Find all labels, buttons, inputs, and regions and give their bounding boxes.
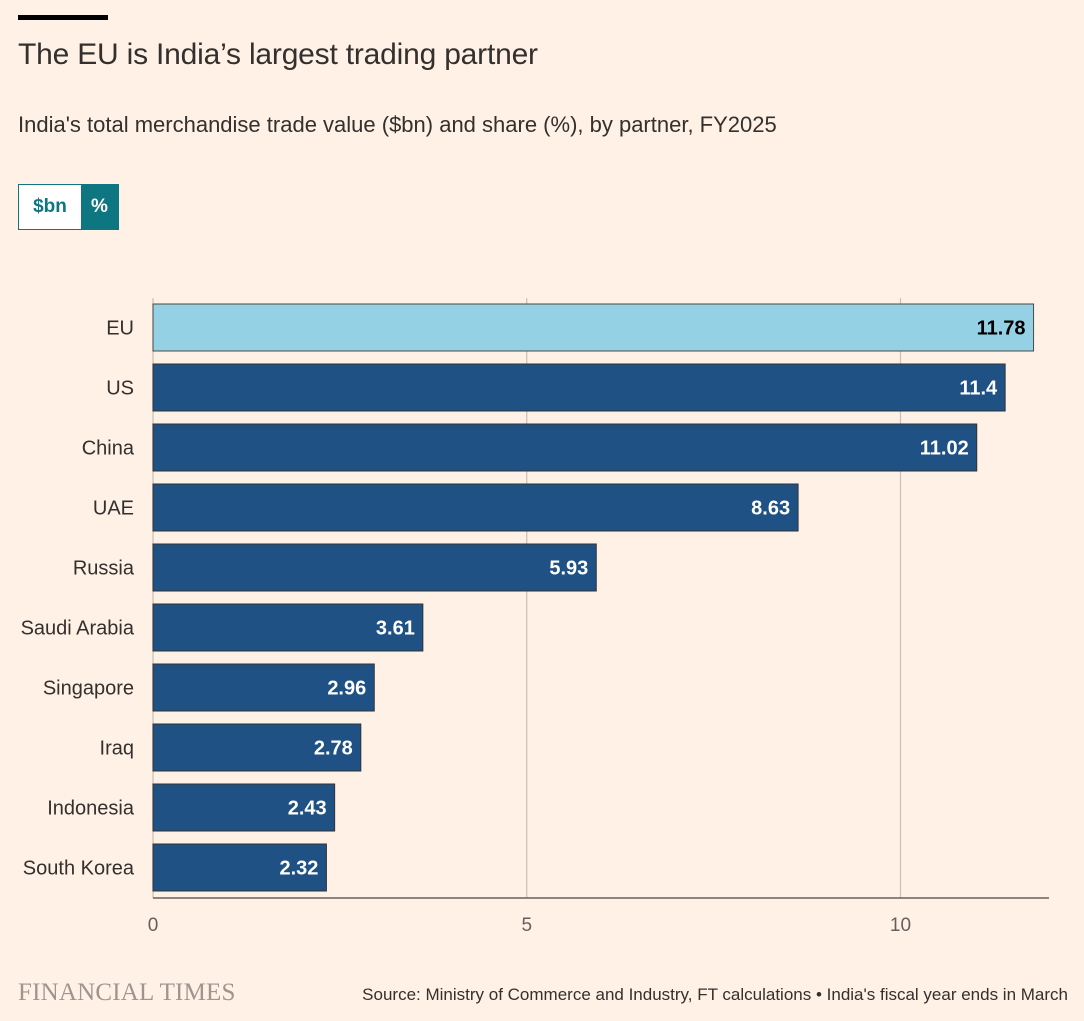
bar-russia bbox=[152, 543, 597, 592]
category-label: Saudi Arabia bbox=[21, 618, 135, 640]
bar-eu bbox=[152, 303, 1035, 352]
category-label: Singapore bbox=[43, 678, 134, 700]
value-label: 8.63 bbox=[751, 498, 790, 520]
category-label: Indonesia bbox=[47, 798, 135, 820]
unit-toggle: $bn % bbox=[18, 184, 119, 230]
bar-uae bbox=[152, 483, 799, 532]
axis-layer: 0 5 10 bbox=[148, 897, 1049, 936]
value-label: 5.93 bbox=[549, 558, 588, 580]
labels-layer: EU 11.78 US 11.4 China 11.02 UAE 8.63 Russia 5.93… bbox=[21, 318, 1026, 880]
toggle-percent-button[interactable]: % bbox=[81, 185, 118, 229]
bar-chart: EU 11.78 US 11.4 China 11.02 UAE 8.63 Russia 5.93… bbox=[21, 298, 1049, 936]
value-label: 2.32 bbox=[279, 858, 318, 880]
bar-iraq bbox=[152, 723, 362, 772]
category-label: UAE bbox=[93, 498, 134, 520]
category-label: Russia bbox=[73, 558, 135, 580]
value-label: 2.96 bbox=[327, 678, 366, 700]
bar-south-korea bbox=[152, 843, 327, 892]
value-label: 3.61 bbox=[376, 618, 415, 640]
x-tick-label: 5 bbox=[521, 915, 532, 936]
x-tick-label: 0 bbox=[148, 915, 159, 936]
category-label: China bbox=[82, 438, 135, 460]
bar-china bbox=[152, 423, 978, 472]
category-label: EU bbox=[106, 318, 134, 340]
chart-subtitle: India's total merchandise trade value ($… bbox=[18, 112, 777, 137]
chart-title: The EU is India’s largest trading partne… bbox=[18, 38, 538, 71]
bar-us bbox=[152, 363, 1006, 412]
value-label: 2.43 bbox=[288, 798, 327, 820]
value-label: 11.4 bbox=[959, 378, 998, 400]
category-label: Iraq bbox=[100, 738, 134, 760]
top-rule bbox=[18, 15, 108, 20]
category-label: US bbox=[106, 378, 134, 400]
bar-singapore bbox=[152, 663, 375, 712]
toggle-bn-button[interactable]: $bn bbox=[19, 185, 81, 229]
ft-logo: FINANCIAL TIMES bbox=[18, 979, 236, 1006]
category-label: South Korea bbox=[23, 858, 135, 880]
source-note: Source: Ministry of Commerce and Industr… bbox=[362, 985, 1068, 1004]
bar-saudi-arabia bbox=[152, 603, 424, 652]
bars-layer bbox=[152, 303, 1035, 892]
x-tick-label: 10 bbox=[890, 915, 911, 936]
value-label: 2.78 bbox=[314, 738, 353, 760]
value-label: 11.78 bbox=[977, 318, 1026, 340]
value-label: 11.02 bbox=[920, 438, 969, 460]
bar-indonesia bbox=[152, 783, 336, 832]
